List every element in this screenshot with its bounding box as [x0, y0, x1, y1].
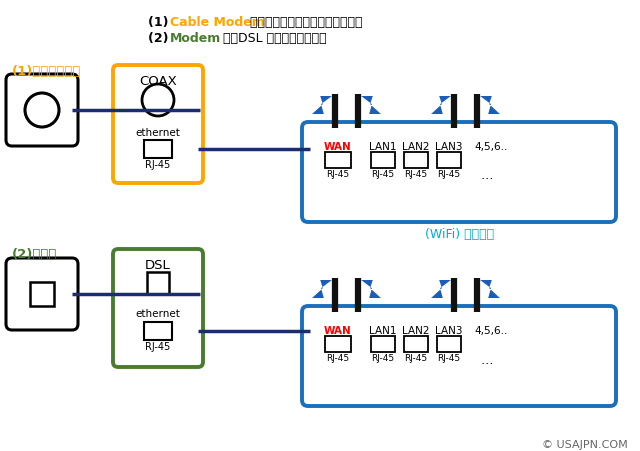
Text: (1)アンテナ同軸: (1)アンテナ同軸 — [12, 65, 81, 78]
Bar — [437, 152, 461, 168]
Bar — [371, 336, 395, 352]
Text: WAN: WAN — [324, 142, 352, 152]
Text: …: … — [480, 169, 493, 182]
Text: (WiFi) ルーター: (WiFi) ルーター — [426, 228, 495, 241]
Polygon shape — [431, 280, 451, 298]
Text: Cable Modem: Cable Modem — [170, 16, 265, 29]
FancyBboxPatch shape — [113, 65, 203, 183]
Text: ethernet: ethernet — [136, 128, 180, 138]
Text: （DSL 電話線ジャック）: （DSL 電話線ジャック） — [215, 32, 326, 45]
Text: © USAJPN.COM: © USAJPN.COM — [542, 440, 628, 450]
Text: RJ-45: RJ-45 — [371, 354, 395, 363]
Text: LAN1: LAN1 — [369, 326, 397, 336]
Text: LAN3: LAN3 — [435, 142, 463, 152]
Polygon shape — [312, 280, 332, 298]
Circle shape — [25, 93, 59, 127]
Text: ethernet: ethernet — [136, 309, 180, 319]
FancyBboxPatch shape — [302, 122, 616, 222]
FancyBboxPatch shape — [6, 74, 78, 146]
Bar — [325, 152, 351, 168]
Circle shape — [142, 84, 174, 116]
Bar — [371, 152, 395, 168]
Text: （ケーブルテレビ同軸ケーブル）: （ケーブルテレビ同軸ケーブル） — [242, 16, 362, 29]
Bar — [144, 322, 172, 340]
Text: RJ-45: RJ-45 — [145, 342, 171, 352]
FancyBboxPatch shape — [113, 249, 203, 367]
Bar — [325, 336, 351, 352]
Text: LAN2: LAN2 — [403, 326, 429, 336]
Bar — [144, 140, 172, 158]
Polygon shape — [480, 280, 500, 298]
Text: Modem: Modem — [170, 32, 221, 45]
Text: LAN3: LAN3 — [435, 326, 463, 336]
Text: (2): (2) — [148, 32, 173, 45]
Text: 4,5,6..: 4,5,6.. — [474, 142, 508, 152]
Text: …: … — [480, 354, 493, 367]
FancyBboxPatch shape — [302, 306, 616, 406]
Bar — [147, 272, 169, 294]
Text: (2)電話線: (2)電話線 — [12, 248, 58, 261]
Text: RJ-45: RJ-45 — [326, 354, 349, 363]
Bar — [404, 336, 428, 352]
Text: RJ-45: RJ-45 — [404, 354, 428, 363]
Polygon shape — [480, 96, 500, 114]
Polygon shape — [361, 96, 381, 114]
Bar — [30, 282, 54, 306]
Polygon shape — [431, 96, 451, 114]
Polygon shape — [361, 280, 381, 298]
Text: DSL: DSL — [145, 259, 171, 272]
Text: RJ-45: RJ-45 — [326, 170, 349, 179]
Text: 4,5,6..: 4,5,6.. — [474, 326, 508, 336]
Bar — [437, 336, 461, 352]
Text: RJ-45: RJ-45 — [437, 170, 461, 179]
Text: WAN: WAN — [324, 326, 352, 336]
Text: RJ-45: RJ-45 — [371, 170, 395, 179]
Polygon shape — [312, 96, 332, 114]
Text: RJ-45: RJ-45 — [437, 354, 461, 363]
Text: LAN1: LAN1 — [369, 142, 397, 152]
Text: (1): (1) — [148, 16, 173, 29]
Bar — [404, 152, 428, 168]
FancyBboxPatch shape — [6, 258, 78, 330]
Text: COAX: COAX — [139, 75, 177, 88]
Text: LAN2: LAN2 — [403, 142, 429, 152]
Text: RJ-45: RJ-45 — [145, 160, 171, 170]
Text: RJ-45: RJ-45 — [404, 170, 428, 179]
